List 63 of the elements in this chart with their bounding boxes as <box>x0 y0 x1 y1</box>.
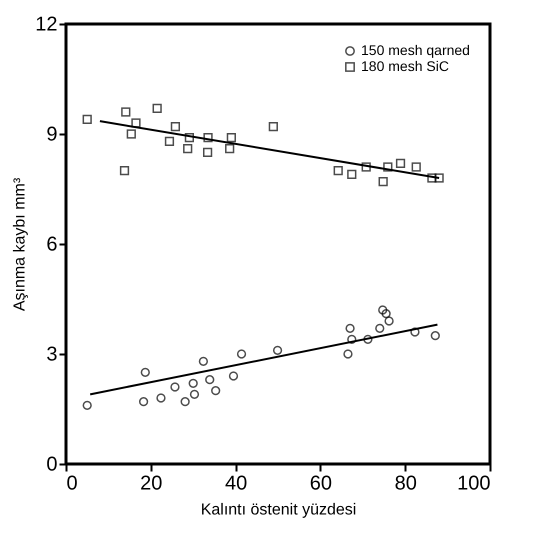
point <box>82 114 92 124</box>
point <box>383 162 392 172</box>
x-tick-label: 0 <box>66 472 78 494</box>
point <box>362 162 371 172</box>
point <box>396 158 406 168</box>
point <box>188 378 198 388</box>
legend-label: 150 mesh qarned <box>361 42 470 58</box>
point <box>152 104 162 113</box>
point <box>381 309 391 318</box>
point <box>236 349 246 359</box>
point <box>384 316 394 326</box>
point <box>347 170 356 179</box>
point <box>121 107 130 117</box>
point <box>170 122 180 132</box>
point <box>183 144 192 154</box>
point <box>198 356 208 366</box>
point <box>203 133 213 142</box>
y-tick-label: 9 <box>46 124 58 146</box>
point <box>190 390 200 399</box>
point <box>434 173 444 183</box>
point <box>268 122 278 132</box>
point <box>156 393 166 403</box>
point <box>131 118 141 128</box>
point <box>378 305 388 315</box>
point <box>226 133 236 142</box>
x-tick-label: 100 <box>457 472 490 494</box>
point <box>347 334 356 344</box>
point <box>140 368 150 377</box>
y-tick-label: 6 <box>46 234 58 256</box>
point <box>345 324 355 333</box>
x-tick-label: 80 <box>394 472 417 494</box>
x-tick-label: 20 <box>140 472 162 494</box>
legend-label: 180 mesh SiC <box>361 58 449 74</box>
x-axis-title: Kalıntı östenit yüzdesi <box>200 502 356 518</box>
point <box>138 397 148 406</box>
point <box>120 166 130 176</box>
point <box>334 166 343 176</box>
x-tick-label: 40 <box>224 472 248 494</box>
point <box>225 144 234 154</box>
y-tick-label: 12 <box>35 14 58 36</box>
point <box>343 349 353 359</box>
point <box>211 386 220 396</box>
point <box>378 177 388 186</box>
x-tick-label: 60 <box>310 472 332 494</box>
point <box>82 400 92 410</box>
point <box>164 136 174 146</box>
y-tick-label: 0 <box>46 454 58 476</box>
point <box>170 382 180 392</box>
point <box>272 346 282 355</box>
y-axis-title: Aşınma kaybı mm³ <box>11 177 28 312</box>
point <box>412 162 421 172</box>
point <box>202 148 212 157</box>
point <box>410 327 420 337</box>
point <box>427 173 437 183</box>
point <box>180 397 190 406</box>
point <box>228 371 238 381</box>
y-tick-label: 3 <box>46 344 58 366</box>
point <box>205 375 214 384</box>
point <box>375 324 384 333</box>
point <box>126 129 136 139</box>
point <box>184 133 194 142</box>
point <box>430 331 440 340</box>
point <box>363 334 373 344</box>
